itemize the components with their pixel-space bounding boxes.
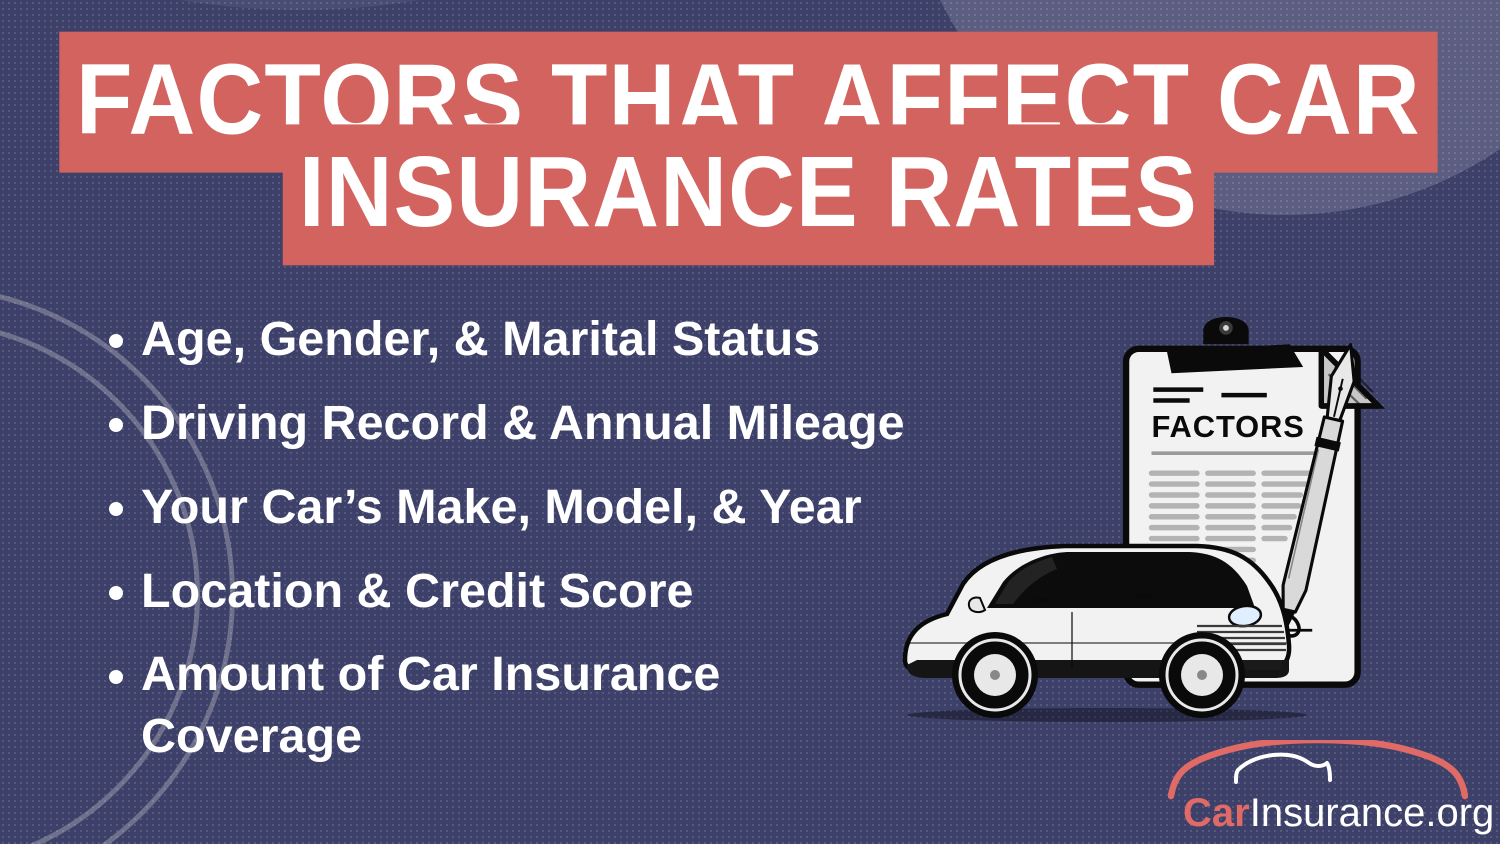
svg-text:FACTORS: FACTORS (1152, 409, 1305, 444)
